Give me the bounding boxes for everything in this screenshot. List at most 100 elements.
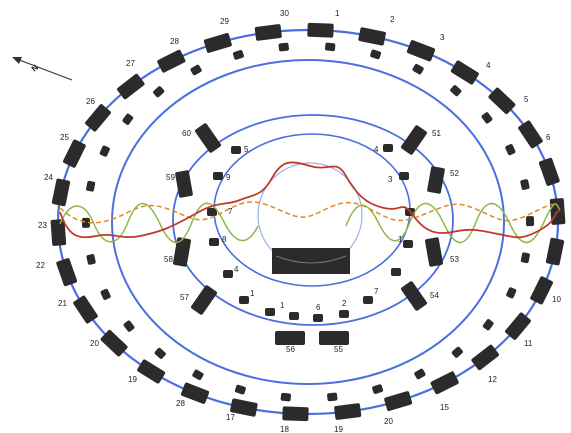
outer-label: 28 — [176, 399, 185, 408]
outer-label: 26 — [86, 97, 95, 106]
inner-stone — [275, 331, 305, 345]
outer-label: 23 — [38, 221, 47, 230]
inner-stone — [195, 123, 221, 153]
outer-label: 27 — [126, 59, 135, 68]
core-label: 3 — [388, 175, 393, 184]
core-stone — [213, 172, 223, 180]
core-labels: 5 4 9 3 8 1 4 7 1 1 6 2 7 — [222, 145, 403, 312]
core-stone — [399, 172, 409, 180]
inner-label: 54 — [430, 291, 439, 300]
outer-label: 28 — [170, 37, 179, 46]
middle-stone — [520, 252, 530, 264]
middle-stone — [520, 179, 530, 190]
middle-stone — [482, 319, 494, 331]
middle-stone — [414, 368, 426, 380]
outer-stone — [307, 22, 334, 38]
middle-stone — [505, 144, 516, 156]
inner-ring — [172, 114, 454, 326]
middle-stone — [123, 320, 135, 332]
outer-label: 19 — [334, 425, 343, 433]
outer-stone — [73, 295, 98, 324]
outer-label: 20 — [384, 417, 393, 426]
outer-label: 10 — [552, 295, 561, 304]
middle-stone — [86, 180, 96, 192]
outer-label: 25 — [60, 133, 69, 142]
outer-stone — [117, 73, 145, 100]
north-arrow: N — [12, 57, 73, 81]
outer-label: 5 — [524, 95, 529, 104]
middle-stone — [122, 113, 134, 125]
outer-stone — [137, 359, 166, 384]
outer-label: 21 — [58, 299, 67, 308]
outer-stone — [180, 382, 210, 404]
outer-stone — [85, 104, 111, 132]
middle-stone — [153, 86, 165, 98]
core-label: 8 — [222, 235, 227, 244]
inner-label: 57 — [180, 293, 189, 302]
outer-label: 22 — [36, 261, 45, 270]
core-label: 4 — [234, 265, 239, 274]
outer-stones — [50, 22, 566, 422]
core-stone — [223, 270, 233, 278]
inner-label: 58 — [164, 255, 173, 264]
inner-stone — [424, 237, 444, 267]
core-label: 9 — [226, 173, 231, 182]
wave-lines — [59, 161, 561, 244]
middle-stone — [99, 145, 110, 157]
middle-stone — [192, 369, 204, 381]
green-wave — [59, 202, 561, 244]
middle-stone — [324, 42, 336, 52]
core-stone — [403, 240, 413, 248]
outer-stone — [282, 406, 309, 422]
middle-stone — [506, 287, 517, 299]
middle-ring — [111, 59, 505, 385]
outer-label: 2 — [390, 15, 395, 24]
core-label: 1 — [280, 301, 285, 310]
core-stone — [207, 208, 217, 216]
core-label: 1 — [398, 235, 403, 244]
outer-label: 18 — [280, 425, 289, 433]
core-label: 1 — [250, 289, 255, 298]
inner-label: 52 — [450, 169, 459, 178]
outer-label: 1 — [335, 9, 340, 18]
middle-stone — [154, 347, 166, 359]
outer-stone — [518, 120, 543, 149]
outer-label: 29 — [220, 17, 229, 26]
middle-stone — [280, 392, 292, 402]
outer-label: 20 — [90, 339, 99, 348]
outer-stone — [157, 49, 186, 73]
middle-stone — [81, 217, 91, 228]
outer-stone — [505, 312, 531, 340]
outer-stone — [450, 60, 479, 85]
core-label: 7 — [374, 287, 379, 296]
outer-label: 12 — [488, 375, 497, 384]
outer-stone — [545, 237, 565, 266]
outer-label: 3 — [440, 33, 445, 42]
middle-stone — [232, 50, 244, 60]
core-stone — [363, 296, 373, 304]
middle-stone — [372, 384, 384, 394]
outer-stone — [230, 398, 258, 417]
inner-label: 56 — [286, 345, 295, 354]
core-label: 4 — [374, 145, 379, 154]
middle-stone — [450, 85, 462, 97]
red-wave — [59, 161, 561, 239]
inner-stone — [401, 125, 427, 155]
inner-stone — [191, 285, 217, 315]
inner-label: 55 — [334, 345, 343, 354]
middle-stone — [451, 346, 463, 358]
outer-stone — [203, 32, 232, 53]
outer-stone — [488, 87, 516, 115]
core-stone — [313, 314, 323, 322]
inner-stone — [175, 170, 193, 198]
altar-stone — [272, 248, 350, 274]
middle-stone — [525, 216, 535, 227]
inner-stone — [172, 237, 192, 267]
outer-label: 17 — [226, 413, 235, 422]
middle-stone — [370, 49, 382, 60]
core-label: 6 — [316, 303, 321, 312]
outer-labels: 30 12345610111215201918172819202122232425… — [36, 9, 561, 433]
core-label: 7 — [228, 207, 233, 216]
orange-wave — [59, 201, 559, 224]
